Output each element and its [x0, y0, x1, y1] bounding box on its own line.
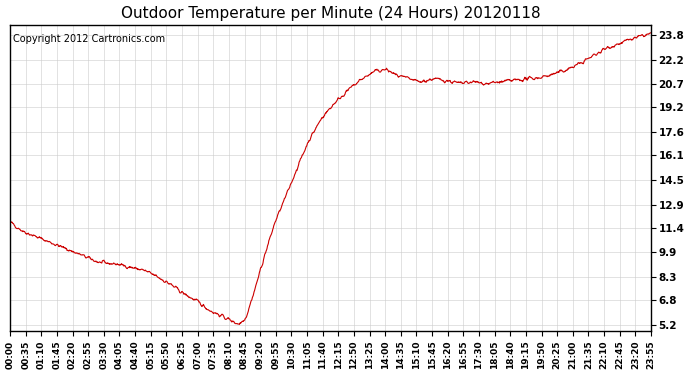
Title: Outdoor Temperature per Minute (24 Hours) 20120118: Outdoor Temperature per Minute (24 Hours… [121, 6, 540, 21]
Text: Copyright 2012 Cartronics.com: Copyright 2012 Cartronics.com [13, 34, 166, 44]
